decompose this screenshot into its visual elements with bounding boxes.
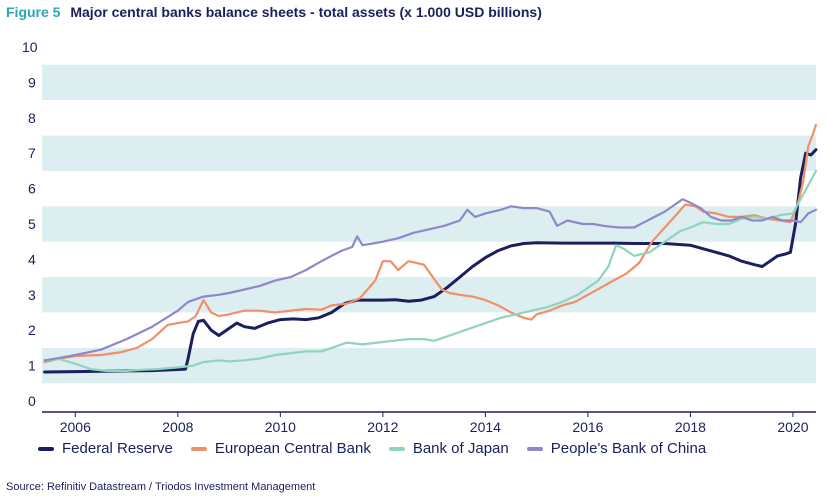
x-tick-label: 2020	[777, 419, 808, 435]
legend-item: Bank of Japan	[388, 440, 509, 457]
legend-item: European Central Bank	[190, 440, 371, 457]
legend-swatch	[38, 446, 54, 451]
y-tick-label: 2	[28, 322, 36, 338]
x-tick-label: 2018	[675, 419, 706, 435]
series-line-federal-reserve	[43, 148, 818, 374]
legend-label: European Central Bank	[214, 440, 371, 457]
y-tick-label: 1	[28, 358, 36, 374]
legend-swatch	[190, 446, 207, 451]
y-tick-label: 5	[28, 216, 36, 232]
x-tick-label: 2010	[265, 419, 296, 435]
figure-label: Figure 5	[6, 4, 61, 20]
legend-label: People's Bank of China	[550, 440, 707, 457]
source-note: Source: Refinitiv Datastream / Triodos I…	[6, 481, 316, 493]
figure-title-row: Figure 5 Major central banks balance she…	[6, 4, 542, 20]
x-tick-label: 2008	[162, 419, 193, 435]
x-tick-label: 2012	[367, 419, 398, 435]
grid-band	[42, 135, 816, 171]
grid-band	[42, 64, 816, 101]
y-tick-label: 0	[28, 393, 36, 409]
y-tick-label: 4	[28, 251, 36, 267]
chart-legend: Federal Reserve European Central Bank Bank…	[38, 440, 724, 457]
y-tick-label: 8	[28, 110, 36, 126]
grid-band	[42, 277, 816, 313]
series-line-bank-of-japan	[43, 169, 818, 372]
legend-swatch	[526, 446, 543, 451]
legend-item: Federal Reserve	[38, 440, 173, 457]
y-tick-label: 7	[28, 145, 36, 161]
series-line-european-central-bank	[43, 123, 818, 364]
legend-item: People's Bank of China	[526, 440, 707, 457]
x-tick-label: 2006	[60, 419, 91, 435]
legend-label: Federal Reserve	[62, 440, 173, 457]
grid-band	[42, 206, 816, 242]
y-tick-label: 6	[28, 181, 36, 197]
y-tick-label: 9	[28, 74, 36, 90]
legend-swatch	[388, 446, 405, 451]
y-tick-label: 10	[22, 39, 38, 55]
legend-label: Bank of Japan	[412, 440, 509, 457]
x-tick-label: 2014	[470, 419, 501, 435]
series-line-people-s-bank-of-china	[43, 198, 818, 362]
figure-title: Major central banks balance sheets - tot…	[70, 4, 542, 20]
grid-band	[42, 347, 816, 384]
x-tick-label: 2016	[572, 419, 603, 435]
y-tick-label: 3	[28, 287, 36, 303]
